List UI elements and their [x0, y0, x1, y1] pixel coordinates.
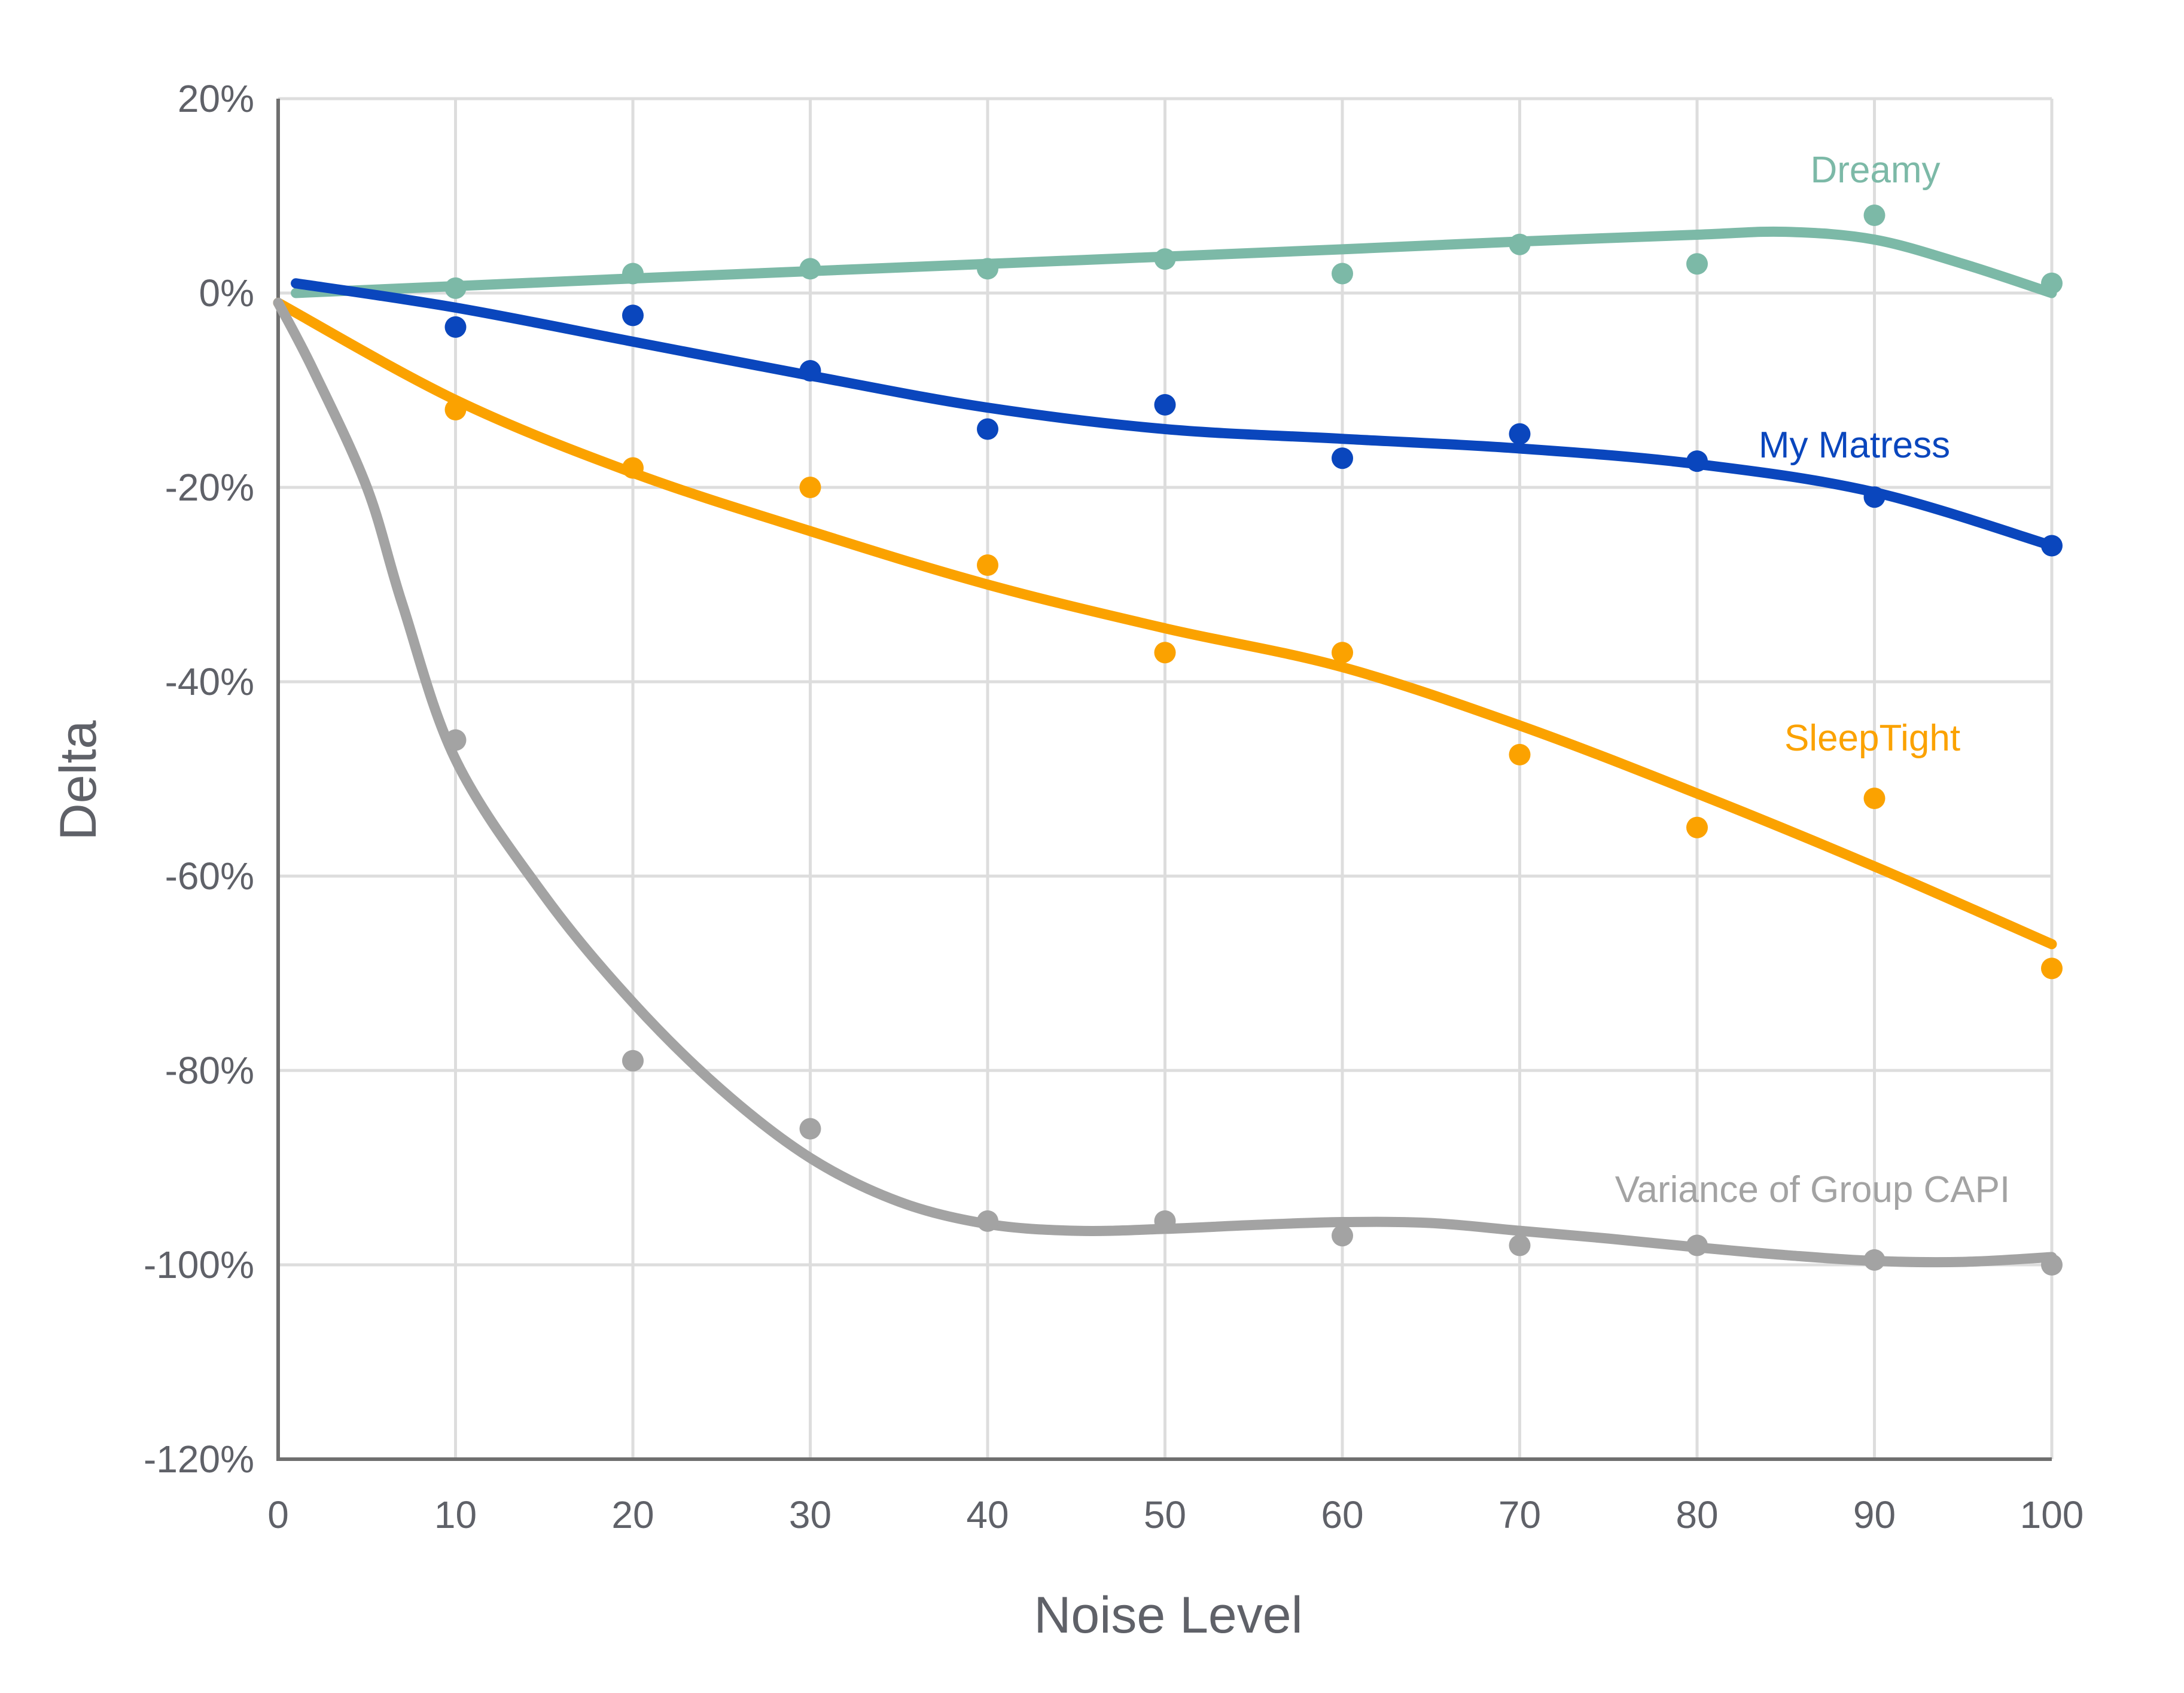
variance-of-group-capi-point: [1154, 1210, 1176, 1232]
dreamy-point: [1686, 253, 1708, 275]
dreamy-point: [977, 258, 998, 280]
x-tick-label: 60: [1321, 1493, 1363, 1536]
dreamy-point: [444, 277, 467, 299]
x-tick-label: 20: [611, 1493, 654, 1536]
dreamy-point: [2041, 272, 2063, 294]
dreamy-trend-line: [291, 226, 2057, 298]
sleeptight-point: [1509, 743, 1531, 765]
y-tick-label: -100%: [144, 1243, 254, 1286]
x-tick-label: 80: [1676, 1493, 1718, 1536]
sleeptight-point: [799, 477, 821, 498]
dreamy-point: [622, 263, 644, 285]
dreamy-point: [1154, 248, 1176, 270]
my-matress-point: [799, 360, 821, 382]
dreamy-point: [1863, 205, 1886, 226]
y-tick-label: 0%: [199, 272, 255, 315]
variance-of-group-capi-point: [1332, 1225, 1353, 1247]
sleeptight-point: [1154, 642, 1176, 664]
sleeptight-point: [1863, 788, 1886, 809]
variance-of-group-capi-point: [2041, 1254, 2063, 1276]
x-axis-title: Noise Level: [1034, 1587, 1302, 1644]
variance-of-group-capi-point: [1509, 1234, 1531, 1256]
x-tick-label: 70: [1498, 1493, 1541, 1536]
sleeptight-trend-line: [273, 297, 2057, 950]
variance-of-group-capi-point: [1686, 1234, 1708, 1256]
grid: [278, 97, 2054, 1459]
y-axis-title: Delta: [50, 720, 107, 840]
y-tick-label: -20%: [165, 466, 254, 509]
my-matress-trend-line: [291, 278, 2057, 551]
series-labels: Dreamy My Matress SleepTight Variance of Gr…: [1615, 150, 2011, 1210]
x-tick-label: 30: [789, 1493, 831, 1536]
sleeptight-point: [2041, 957, 2063, 980]
sleeptight-label: SleepTight: [1784, 718, 1960, 759]
my-matress-point: [444, 316, 467, 338]
variance-of-group-capi-point: [977, 1210, 998, 1232]
x-tick-label: 10: [434, 1493, 477, 1536]
y-tick-label: -80%: [165, 1049, 254, 1092]
y-tick-label: -40%: [165, 660, 254, 703]
variance-of-group-capi-point: [799, 1118, 821, 1140]
my-matress-point: [977, 418, 998, 440]
data-points: [444, 205, 2063, 1276]
dreamy-point: [1509, 233, 1531, 255]
my-matress-label: My Matress: [1759, 425, 1950, 466]
my-matress-point: [1686, 450, 1708, 472]
my-matress-point: [2041, 535, 2063, 557]
tick-labels: 0 10 20 30 40 50 60 70 80 90 100 20% 0% -20% -40% -60% -…: [144, 77, 2084, 1536]
my-matress-point: [1863, 486, 1886, 508]
variance-of-group-capi-point: [622, 1050, 644, 1072]
my-matress-point: [1509, 423, 1531, 445]
y-tick-label: -120%: [144, 1438, 254, 1481]
x-tick-label: 0: [267, 1493, 289, 1536]
variance-of-group-capi-label: Variance of Group CAPI: [1615, 1169, 2011, 1210]
my-matress-point: [1154, 393, 1176, 416]
my-matress-point: [622, 304, 644, 327]
sleeptight-point: [622, 457, 644, 479]
axes: [276, 99, 2052, 1461]
y-tick-label: -60%: [165, 855, 254, 898]
x-tick-label: 50: [1144, 1493, 1186, 1536]
x-tick-label: 100: [2020, 1493, 2084, 1536]
my-matress-point: [1332, 447, 1353, 469]
variance-of-group-capi-point: [444, 729, 467, 751]
dreamy-label: Dreamy: [1810, 150, 1940, 191]
sleeptight-point: [977, 554, 998, 576]
dreamy-point: [1332, 263, 1353, 285]
variance-of-group-capi-point: [1863, 1249, 1886, 1271]
x-tick-label: 90: [1853, 1493, 1896, 1536]
sleeptight-point: [1686, 816, 1708, 838]
x-tick-label: 40: [966, 1493, 1009, 1536]
dreamy-point: [799, 258, 821, 280]
sleeptight-point: [444, 399, 467, 420]
sleeptight-point: [1332, 642, 1353, 664]
y-tick-label: 20%: [178, 77, 254, 120]
